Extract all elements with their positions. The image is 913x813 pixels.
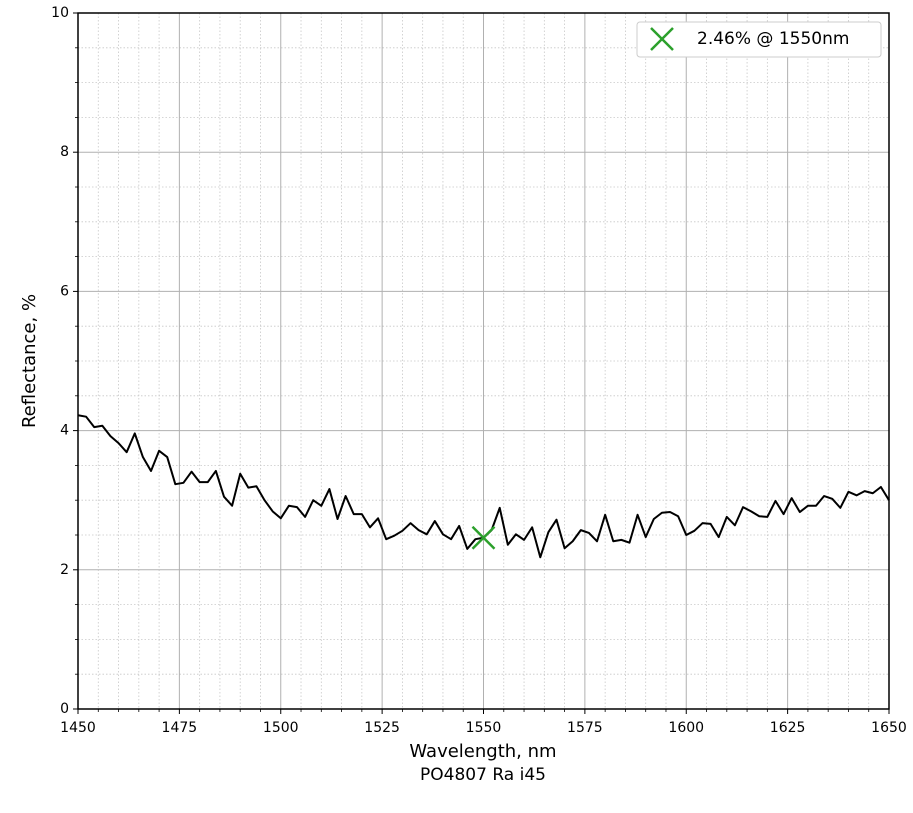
x-tick-label: 1575 (567, 720, 603, 736)
x-tick-label: 1525 (364, 720, 400, 736)
x-tick-label: 1600 (668, 720, 704, 736)
legend-box (636, 21, 882, 58)
y-tick-label: 8 (60, 144, 69, 160)
plot-frame (77, 12, 890, 710)
x-axis-label: Wavelength, nm (409, 741, 556, 762)
legend-marker (650, 27, 674, 51)
y-tick-label: 4 (60, 423, 69, 439)
x-tick-label: 1450 (60, 720, 96, 736)
x-tick-label: 1475 (162, 720, 198, 736)
x-tick-label: 1500 (263, 720, 299, 736)
x-tick-label: 1550 (466, 720, 502, 736)
y-tick-label: 6 (60, 283, 69, 299)
y-axis-label: Reflectance, % (19, 294, 40, 428)
legend-label: 2.46% @ 1550nm (697, 29, 849, 49)
x-tick-label: 1625 (770, 720, 806, 736)
marker-stroke (471, 525, 496, 550)
marker-stroke (650, 27, 674, 51)
marker (471, 525, 496, 550)
legend: 2.46% @ 1550nm (636, 21, 882, 58)
chart-title: PO4807 Ra i45 (420, 765, 546, 785)
y-tick-label: 2 (60, 562, 69, 578)
y-tick-label: 0 (60, 701, 69, 717)
y-tick-label: 10 (51, 5, 69, 21)
x-tick-label: 1650 (871, 720, 907, 736)
